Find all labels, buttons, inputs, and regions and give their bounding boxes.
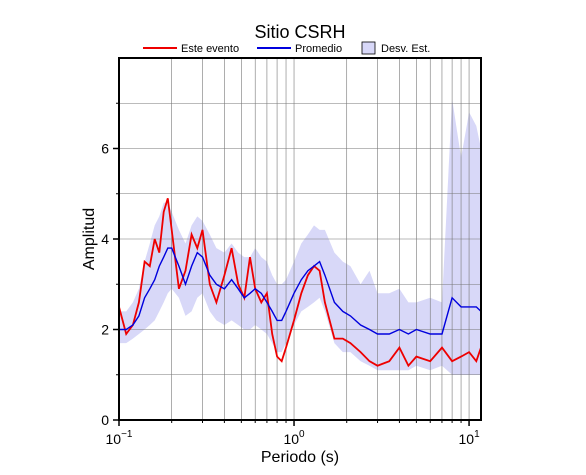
legend-label: Desv. Est. bbox=[381, 43, 430, 55]
y-axis-label: Amplitud bbox=[81, 208, 98, 270]
std-band bbox=[119, 98, 481, 375]
x-tick-base: 10 bbox=[458, 431, 474, 447]
x-tick-label: 100 bbox=[283, 429, 305, 447]
legend-label: Promedio bbox=[295, 43, 342, 55]
x-tick-base: 10 bbox=[106, 431, 122, 447]
legend-swatch bbox=[361, 41, 376, 55]
chart-title: Sitio CSRH bbox=[254, 22, 345, 42]
y-tick-label: 0 bbox=[101, 412, 109, 428]
y-tick-label: 6 bbox=[101, 141, 109, 157]
legend-label: Este evento bbox=[181, 43, 239, 55]
x-tick-base: 10 bbox=[283, 431, 299, 447]
y-tick-label: 4 bbox=[101, 231, 109, 247]
x-tick-exponent: 1 bbox=[474, 429, 480, 440]
x-axis-label: Periodo (s) bbox=[261, 449, 339, 466]
x-tick-label: 10−1 bbox=[106, 429, 133, 447]
x-tick-exponent: −1 bbox=[121, 429, 133, 440]
data-line bbox=[118, 198, 482, 368]
x-tick-label: 101 bbox=[458, 429, 480, 447]
y-tick-label: 2 bbox=[101, 322, 109, 338]
data-line bbox=[119, 247, 482, 335]
x-tick-exponent: 0 bbox=[299, 429, 305, 440]
